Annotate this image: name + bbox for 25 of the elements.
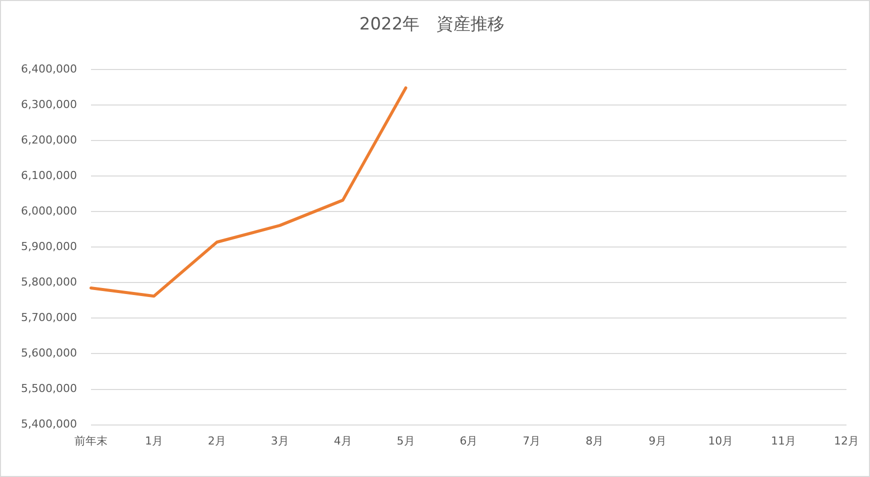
x-tick-label: 4月 <box>334 434 352 448</box>
y-tick-label: 6,000,000 <box>21 204 77 218</box>
x-tick-label: 9月 <box>648 434 667 448</box>
x-tick-label: 前年末 <box>74 434 108 448</box>
x-tick-label: 10月 <box>708 434 734 448</box>
x-tick-label: 12月 <box>834 434 859 448</box>
y-tick-label: 5,800,000 <box>21 276 77 288</box>
x-tick-label: 1月 <box>144 434 163 448</box>
y-tick-label: 5,600,000 <box>21 346 77 360</box>
y-tick-label: 6,400,000 <box>21 62 77 76</box>
y-tick-label: 6,300,000 <box>21 98 77 111</box>
x-tick-label: 6月 <box>460 434 478 448</box>
chart-title: 2022年 資産推移 <box>359 14 505 35</box>
x-tick-label: 3月 <box>270 434 289 448</box>
x-tick-label: 8月 <box>586 434 604 448</box>
y-tick-label: 5,500,000 <box>21 382 77 396</box>
x-tick-label: 2月 <box>208 434 226 448</box>
y-tick-label: 5,400,000 <box>21 418 77 431</box>
y-tick-label: 5,900,000 <box>21 240 77 253</box>
y-tick-label: 6,100,000 <box>21 168 77 182</box>
x-tick-label: 5月 <box>396 434 415 448</box>
y-tick-label: 5,700,000 <box>21 311 77 324</box>
y-tick-label: 6,200,000 <box>21 133 77 146</box>
x-tick-label: 11月 <box>771 434 796 448</box>
x-tick-label: 7月 <box>522 434 541 448</box>
